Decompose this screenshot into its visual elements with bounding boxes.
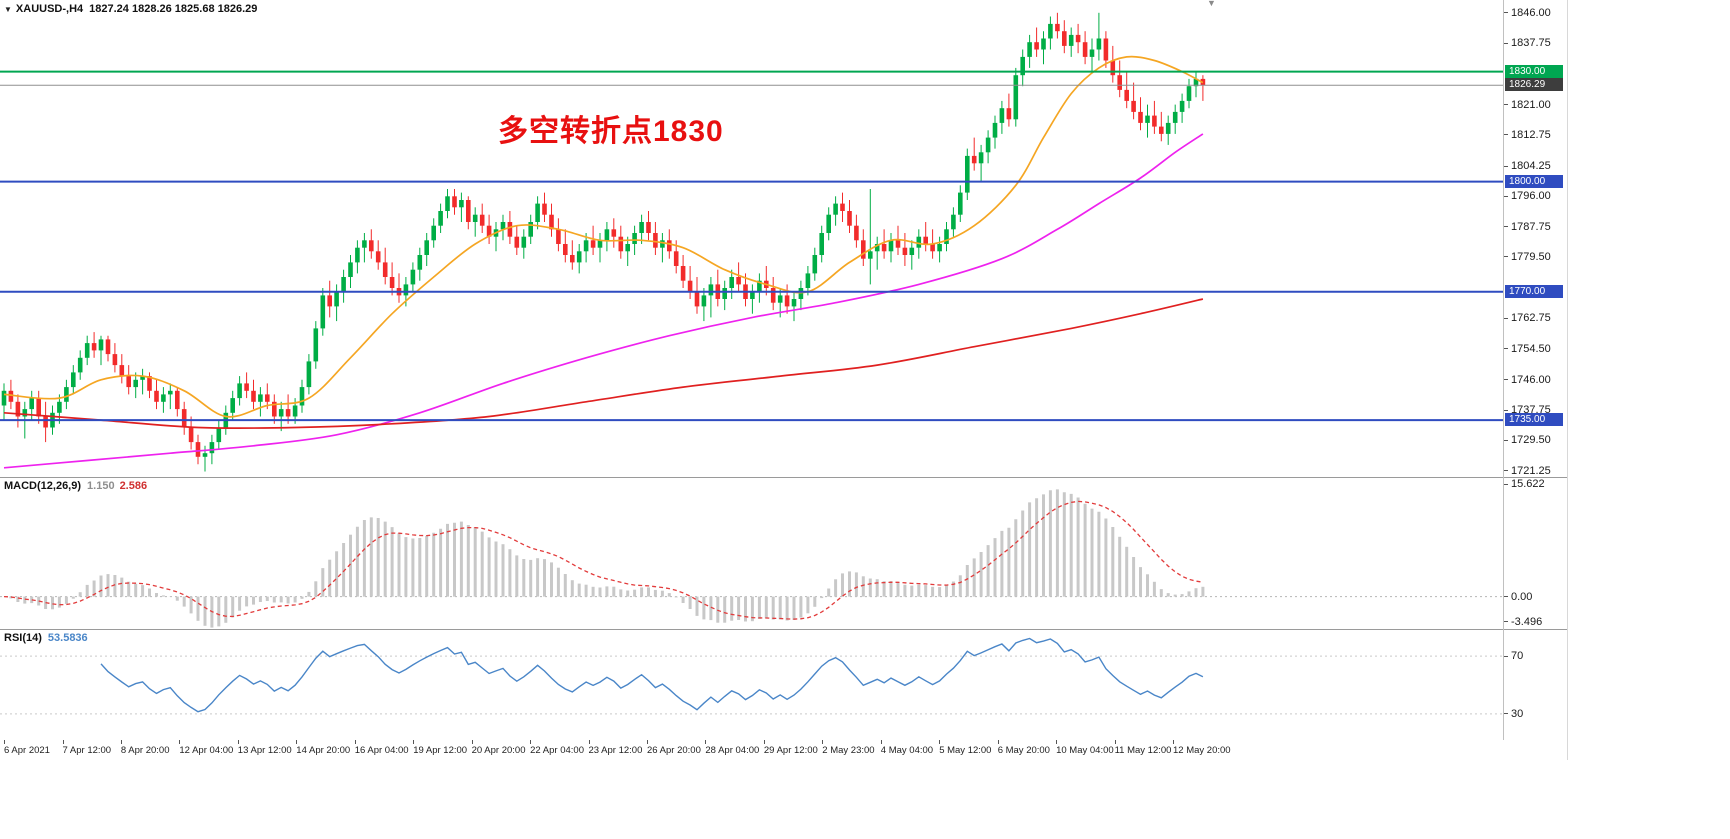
price-tick-label: 1821.00	[1504, 99, 1551, 111]
price-tick-label: 1846.00	[1504, 7, 1551, 19]
time-label: 11 May 12:00	[1114, 745, 1172, 756]
rsi-panel-plot[interactable]	[0, 630, 1503, 740]
panel-separator[interactable]	[0, 629, 1567, 630]
price-tick-label: 1762.75	[1504, 312, 1551, 324]
time-tick	[939, 740, 941, 744]
time-tick	[705, 740, 707, 744]
time-label: 10 May 04:00	[1056, 745, 1114, 756]
time-tick	[354, 740, 356, 744]
one-click-trading-arrow-icon[interactable]: ▼	[4, 5, 12, 14]
candles-layer	[1, 12, 1206, 472]
moving-averages-layer	[3, 55, 1204, 469]
macd-value-signal: 2.586	[119, 480, 148, 492]
price-tick-label: 1779.50	[1504, 251, 1551, 263]
price-tick-label: 1721.25	[1504, 465, 1551, 477]
price-badge: 1830.00	[1505, 64, 1563, 78]
time-tick	[647, 740, 648, 744]
time-tick	[822, 740, 824, 744]
time-label: 5 May 12:00	[939, 745, 992, 756]
chart-shift-marker-icon[interactable]: ▼	[1207, 0, 1216, 8]
time-label: 19 Apr 12:00	[413, 745, 468, 756]
time-tick	[1114, 740, 1116, 744]
macd-value-main: 1.150	[87, 480, 115, 492]
symbol-timeframe-label: XAUUSD-,H4	[15, 3, 84, 15]
time-tick	[62, 740, 64, 744]
time-label: 14 Apr 20:00	[296, 745, 351, 756]
ma-slow-red	[3, 298, 1204, 430]
macd-name: MACD(12,26,9)	[4, 480, 82, 492]
macd-tick-label: 0.00	[1504, 591, 1532, 603]
price-tick-label: 1812.75	[1504, 129, 1551, 141]
time-label: 4 May 04:00	[880, 745, 934, 756]
axis-divider	[1503, 0, 1504, 740]
time-tick	[1056, 740, 1058, 744]
price-axis[interactable]: 1846.00 1837.75 1821.00 1812.75 1804.25 1796.…	[1504, 0, 1567, 760]
time-label: 26 Apr 20:00	[647, 745, 701, 756]
time-tick	[997, 740, 999, 744]
price-badge: 1770.00	[1505, 284, 1563, 298]
macd-label: MACD(12,26,9) 1.150 2.586	[4, 480, 147, 492]
window-border	[1567, 0, 1568, 760]
price-tick-label: 1729.50	[1504, 434, 1551, 446]
price-tick-label: 1737.75	[1504, 404, 1551, 416]
rsi-tick-label: 70	[1504, 650, 1523, 662]
time-label: 16 Apr 04:00	[354, 745, 409, 756]
time-tick	[471, 740, 473, 744]
ma-mid-magenta	[3, 133, 1204, 469]
price-tick-label: 1804.25	[1504, 160, 1551, 172]
rsi-tick-label: 30	[1504, 708, 1523, 720]
chart-annotation-text[interactable]: 多空转折点1830	[498, 115, 724, 148]
rsi-line	[100, 637, 1204, 713]
time-label: 13 Apr 12:00	[237, 745, 292, 756]
time-label: 22 Apr 04:00	[530, 745, 584, 756]
price-tick-label: 1754.50	[1504, 343, 1551, 355]
time-tick	[588, 740, 590, 744]
time-label: 20 Apr 20:00	[471, 745, 526, 756]
time-tick	[237, 740, 239, 744]
time-tick	[120, 740, 122, 744]
rsi-label: RSI(14) 53.5836	[4, 632, 88, 644]
price-badge: 1735.00	[1505, 413, 1563, 427]
time-tick	[880, 740, 882, 744]
price-tick-label: 1746.00	[1504, 374, 1551, 386]
rsi-name: RSI(14)	[4, 632, 42, 644]
price-tick-label: 1796.00	[1504, 190, 1551, 202]
time-axis[interactable]: 6 Apr 2021 7 Apr 12:00 8 Apr 20:00 12 Apr 0…	[0, 740, 1567, 762]
time-tick	[179, 740, 181, 744]
time-label: 23 Apr 12:00	[588, 745, 643, 756]
time-label: 8 Apr 20:00	[120, 745, 170, 756]
time-tick	[296, 740, 298, 744]
time-tick	[413, 740, 415, 744]
time-label: 7 Apr 12:00	[62, 745, 112, 756]
macd-tick-label: -3.496	[1504, 616, 1542, 628]
main-chart-plot[interactable]	[0, 0, 1503, 477]
time-label: 6 Apr 2021	[4, 745, 50, 756]
macd-histogram	[9, 489, 1205, 628]
price-badge: 1826.29	[1505, 78, 1563, 92]
horizontal-lines-layer[interactable]	[0, 70, 1503, 422]
price-badge: 1800.00	[1505, 174, 1563, 188]
time-tick	[1173, 740, 1174, 744]
panel-separator[interactable]	[0, 477, 1567, 478]
ohlc-values: 1827.24 1828.26 1825.68 1826.29	[89, 3, 258, 15]
rsi-value: 53.5836	[47, 632, 88, 644]
time-label: 6 May 20:00	[997, 745, 1050, 756]
chart-header: ▼ XAUUSD-,H4 1827.24 1828.26 1825.68 1826.…	[4, 3, 257, 15]
time-label: 2 May 23:00	[822, 745, 875, 756]
time-tick	[530, 740, 532, 744]
ma-fast-orange	[3, 55, 1204, 418]
time-label: 28 Apr 04:00	[705, 745, 760, 756]
macd-panel-plot[interactable]	[0, 478, 1503, 629]
price-tick-label: 1787.75	[1504, 221, 1551, 233]
price-tick-label: 1837.75	[1504, 37, 1551, 49]
time-label: 12 Apr 04:00	[179, 745, 234, 756]
time-label: 12 May 20:00	[1173, 745, 1231, 756]
time-label: 29 Apr 12:00	[763, 745, 818, 756]
time-tick	[4, 740, 5, 744]
time-tick	[763, 740, 765, 744]
macd-tick-label: 15.622	[1504, 478, 1545, 490]
